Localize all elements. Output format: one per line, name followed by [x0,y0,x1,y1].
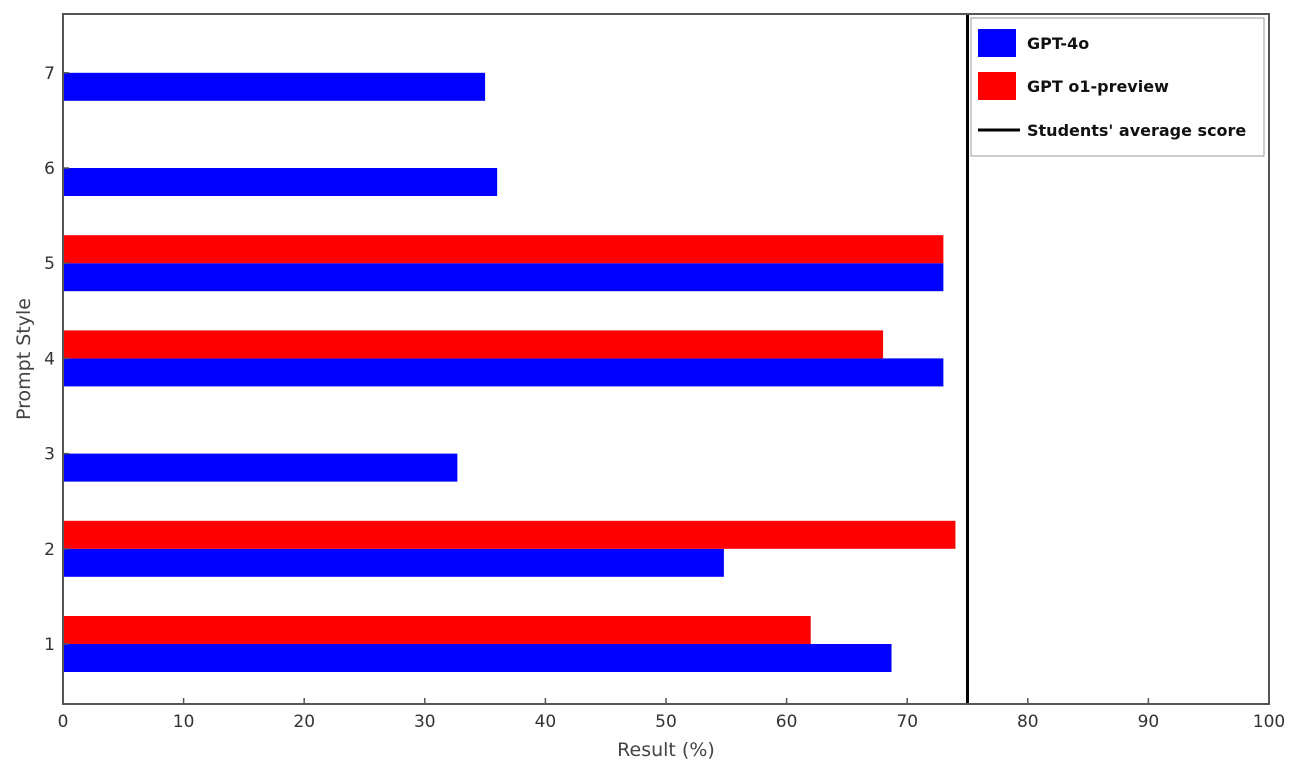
x-axis-label: Result (%) [617,739,715,761]
legend-box [970,17,1265,157]
bar-gpt-o1-preview-style-5 [63,235,944,264]
x-tick-label: 20 [293,712,315,732]
legend: GPT-4o GPT o1-preview Students' average … [970,17,1265,157]
x-tick-label: 70 [896,712,918,732]
bar-gpt-4o-style-3 [63,453,458,482]
x-tick-label: 100 [1253,712,1285,732]
bar-gpt-4o-style-1 [63,644,892,672]
x-tick-label: 60 [776,712,798,732]
x-tick-label: 50 [655,712,677,732]
bars-layer [63,72,956,672]
bar-gpt-4o-style-7 [63,72,486,101]
bar-gpt-4o-style-4 [63,358,944,387]
bar-gpt-o1-preview-style-2 [63,520,956,549]
y-tick-label: 1 [44,635,55,655]
legend-label-gpt-o1-preview: GPT o1-preview [1027,77,1169,96]
legend-swatch-gpt-4o [978,29,1016,57]
legend-label-students-average: Students' average score [1027,121,1246,140]
legend-label-gpt-4o: GPT-4o [1027,34,1089,53]
x-tick-label: 80 [1017,712,1039,732]
y-tick-label: 3 [44,445,55,465]
x-tick-label: 90 [1138,712,1160,732]
y-tick-label: 6 [44,159,55,179]
x-tick-label: 0 [58,712,69,732]
bar-gpt-o1-preview-style-4 [63,330,884,359]
y-tick-label: 5 [44,254,55,274]
y-tick-label: 4 [44,349,55,369]
bar-gpt-4o-style-6 [63,168,498,196]
y-tick-label: 2 [44,540,55,560]
bar-gpt-o1-preview-style-1 [63,616,811,644]
x-tick-label: 40 [535,712,557,732]
legend-swatch-gpt-o1-preview [978,72,1016,100]
bar-gpt-4o-style-5 [63,263,944,292]
x-tick-label: 10 [173,712,195,732]
y-tick-label: 7 [44,64,55,84]
bar-gpt-4o-style-2 [63,548,724,577]
y-axis-label: Prompt Style [13,298,35,420]
x-tick-label: 30 [414,712,436,732]
